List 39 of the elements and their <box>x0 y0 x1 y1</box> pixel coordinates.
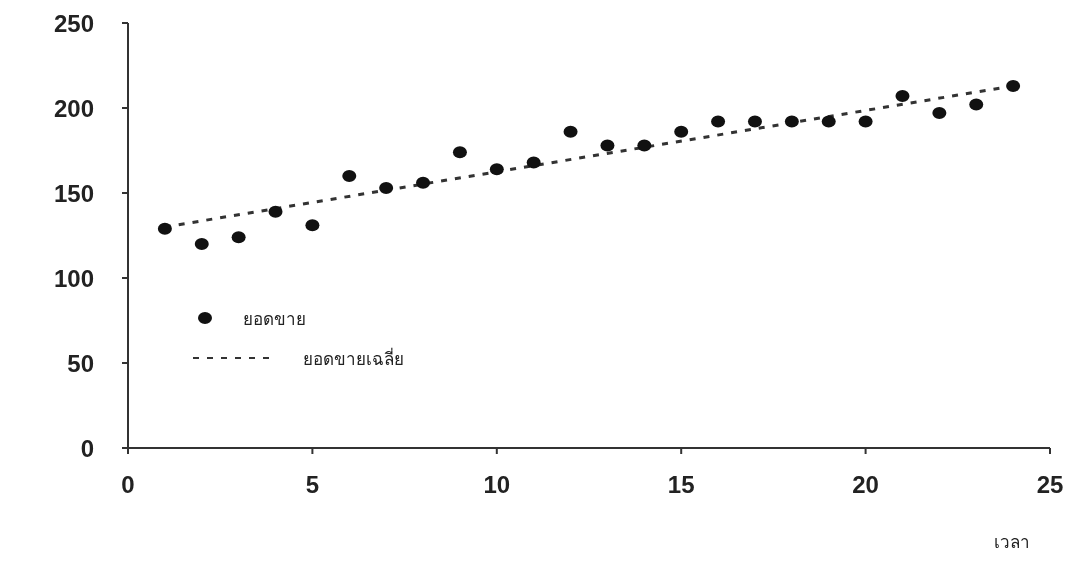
point <box>895 90 910 103</box>
x-tick-label: 0 <box>121 471 135 499</box>
point <box>268 205 283 218</box>
x-tick-label: 25 <box>1036 471 1064 499</box>
point <box>157 222 172 235</box>
point <box>600 139 615 152</box>
point <box>379 181 394 194</box>
y-tick-label: 0 <box>80 434 94 462</box>
x-tick-label: 10 <box>483 471 511 499</box>
y-tick-label: 150 <box>53 179 94 207</box>
point <box>674 125 689 138</box>
point <box>711 115 726 128</box>
x-tick-label: 5 <box>305 471 320 499</box>
point <box>637 139 652 152</box>
point <box>342 170 357 182</box>
point <box>932 107 947 120</box>
x-axis-title: เวลา <box>994 533 1030 552</box>
point <box>563 125 578 138</box>
legend-label: ยอดขายเฉลี่ย <box>303 346 404 371</box>
x-tick-label: 15 <box>667 471 695 499</box>
point <box>452 146 467 159</box>
point <box>747 115 762 128</box>
point <box>784 115 799 128</box>
point <box>416 176 431 189</box>
point <box>821 115 836 128</box>
point <box>1006 79 1021 92</box>
y-tick-label: 100 <box>53 264 94 292</box>
y-tick-label: 50 <box>67 349 94 377</box>
point <box>858 115 873 128</box>
legend-label: ยอดขาย <box>243 308 306 331</box>
point <box>489 163 504 176</box>
x-tick-label: 20 <box>852 471 879 499</box>
point <box>231 231 246 244</box>
point <box>526 156 541 169</box>
point <box>194 238 209 250</box>
y-tick-label: 200 <box>53 94 94 122</box>
y-tick-label: 250 <box>53 9 94 37</box>
point <box>969 98 984 111</box>
point <box>305 219 320 232</box>
